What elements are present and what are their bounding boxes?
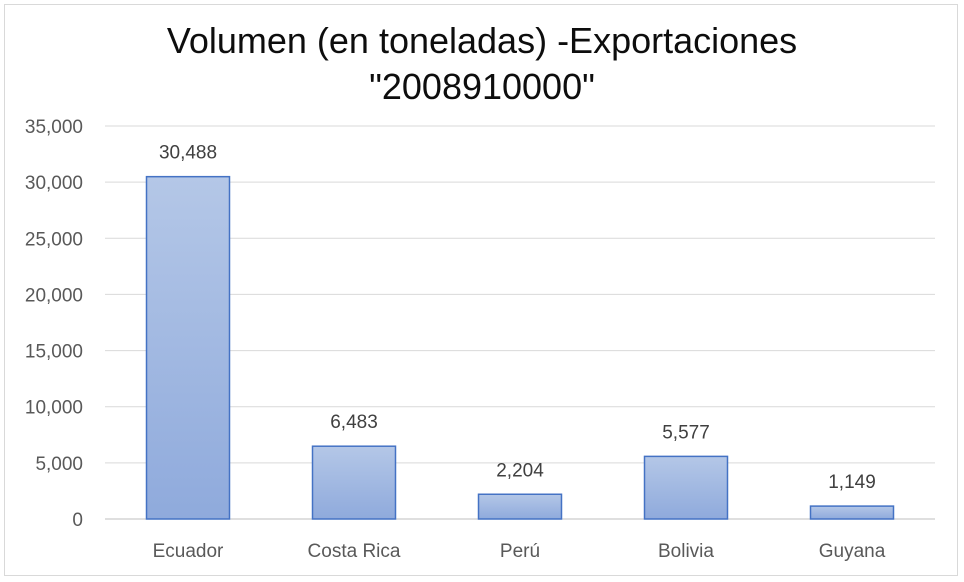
chart-title-line1: Volumen (en toneladas) -Exportaciones xyxy=(166,20,798,61)
y-tick-label: 5,000 xyxy=(35,454,83,475)
bars xyxy=(145,175,895,520)
gridlines xyxy=(105,125,935,520)
y-tick-label: 20,000 xyxy=(25,285,83,306)
y-tick-label: 25,000 xyxy=(25,229,83,250)
data-label: 1,149 xyxy=(828,472,876,493)
data-label: 30,488 xyxy=(159,143,217,164)
y-tick-label: 35,000 xyxy=(25,117,83,138)
data-label: 6,483 xyxy=(330,412,378,433)
chart-title: Volumen (en toneladas) -Exportaciones "2… xyxy=(0,18,964,110)
y-tick-label: 15,000 xyxy=(25,342,83,363)
x-tick-label: Perú xyxy=(500,541,540,562)
x-tick-label: Ecuador xyxy=(153,541,224,562)
bar-guyana xyxy=(809,505,895,520)
y-tick-label: 30,000 xyxy=(25,173,83,194)
chart-title-line2: "2008910000" xyxy=(369,66,595,107)
labels: 0 5,000 10,000 15,000 20,000 25,000 30,000 35,0… xyxy=(25,117,886,562)
bar-perú xyxy=(477,493,563,520)
x-tick-label: Guyana xyxy=(819,541,886,562)
y-tick-label: 0 xyxy=(72,510,83,531)
x-tick-label: Costa Rica xyxy=(308,541,401,562)
data-label: 2,204 xyxy=(496,460,544,481)
bar-costa-rica xyxy=(311,445,397,520)
y-tick-label: 10,000 xyxy=(25,398,83,419)
x-tick-label: Bolivia xyxy=(658,541,714,562)
bar-bolivia xyxy=(643,455,729,520)
data-label: 5,577 xyxy=(662,422,710,443)
bar-ecuador xyxy=(145,175,231,520)
